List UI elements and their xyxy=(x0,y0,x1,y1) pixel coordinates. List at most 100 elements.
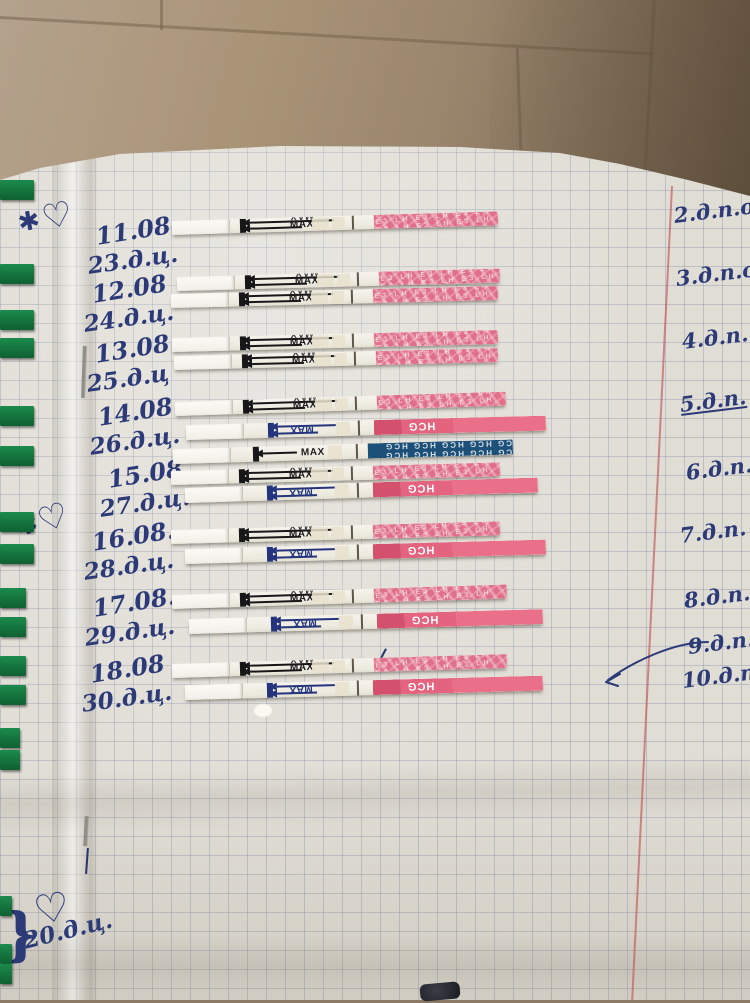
green-tab xyxy=(0,656,26,676)
hcg-label: HCG xyxy=(407,482,435,495)
test-window xyxy=(315,398,332,411)
test-window xyxy=(312,591,329,604)
handle-solid xyxy=(453,478,538,496)
green-tab xyxy=(0,728,20,748)
margin-line xyxy=(631,186,673,1003)
strip-tip xyxy=(171,469,229,485)
test-window xyxy=(337,273,350,285)
handle-dark-block xyxy=(373,543,401,559)
strip-tip xyxy=(172,662,230,678)
green-tab xyxy=(0,964,12,984)
handle-solid xyxy=(454,416,546,433)
test-window xyxy=(336,422,350,435)
junction-line xyxy=(351,466,353,480)
junction-line xyxy=(357,272,359,286)
hcg-label: HCG xyxy=(408,419,436,432)
green-tab xyxy=(0,944,12,964)
strip-tip xyxy=(174,355,232,370)
junction-line xyxy=(358,420,360,435)
strip-tip xyxy=(171,293,229,308)
handle-solid xyxy=(453,540,546,557)
green-tab xyxy=(0,896,12,916)
pen-clip xyxy=(419,981,460,1001)
strip-tip xyxy=(173,447,231,464)
junction-line xyxy=(352,216,354,230)
handle-dark-block xyxy=(377,613,405,629)
correction-spot xyxy=(254,704,272,717)
max-label: MAX xyxy=(290,424,314,436)
green-tab xyxy=(0,406,34,426)
handle-label-band: HCG xyxy=(401,480,453,497)
strip-tip xyxy=(171,528,229,544)
green-tab xyxy=(0,685,26,705)
junction-line xyxy=(352,589,354,603)
junction-line xyxy=(354,352,356,366)
strip-tip xyxy=(185,547,243,564)
test-window xyxy=(312,335,329,347)
test-window xyxy=(331,526,344,538)
test-window xyxy=(314,353,331,365)
test-window xyxy=(311,468,328,480)
strip-tip xyxy=(186,423,244,440)
strip-tip xyxy=(172,337,230,352)
handle-pattern-text: ЕЗ LH ЕЗ LH ЕЗ LH ЕЗ LH ЕЗ LH ЕЗ LH ЕЗ L… xyxy=(377,348,498,365)
green-tab xyxy=(0,310,34,330)
handle-dark-block xyxy=(374,419,402,435)
junction-line xyxy=(357,680,359,695)
test-window xyxy=(335,398,348,410)
hcg-label: HCG xyxy=(411,613,439,626)
green-tab xyxy=(0,512,34,532)
test-window xyxy=(332,591,345,603)
test-window xyxy=(331,467,344,479)
strip-tip xyxy=(177,275,235,291)
handle-solid xyxy=(457,609,543,626)
handle-label-band: HCG xyxy=(401,542,453,558)
strip-tip xyxy=(175,400,233,416)
green-tab xyxy=(0,338,34,358)
green-tab xyxy=(0,180,34,200)
strip-tip xyxy=(172,593,230,609)
handle-label-band: HCG xyxy=(402,418,454,434)
test-window xyxy=(328,445,342,458)
junction-line xyxy=(351,525,353,539)
junction-line xyxy=(357,483,359,498)
test-window xyxy=(311,291,328,303)
max-label: MAX xyxy=(301,447,325,459)
junction-line xyxy=(352,659,354,673)
handle-label-band: HCG xyxy=(405,612,457,628)
max-label: MAX xyxy=(289,486,313,498)
junction-line xyxy=(355,396,357,410)
test-window xyxy=(332,335,345,347)
strip-handle: ЕЗ LH ЕЗ LH ЕЗ LH ЕЗ LH ЕЗ LH ЕЗ LH ЕЗ L… xyxy=(376,348,498,365)
arrow-icon xyxy=(263,452,297,455)
test-window xyxy=(332,660,345,672)
junction-line xyxy=(357,544,359,559)
test-window xyxy=(335,682,349,695)
strip-tip xyxy=(189,617,247,634)
green-tab xyxy=(0,588,26,608)
strip-tip xyxy=(172,219,230,235)
green-tab xyxy=(0,264,34,284)
hcg-label: HCG xyxy=(407,679,435,692)
handle-solid xyxy=(453,676,543,693)
junction-line xyxy=(356,444,358,459)
test-window xyxy=(317,274,334,286)
page-crease xyxy=(0,755,750,835)
tile-grout-vertical xyxy=(160,0,163,30)
test-window xyxy=(335,546,349,559)
test-window xyxy=(335,484,349,497)
max-label: MAX xyxy=(289,684,313,696)
max-label: MAX xyxy=(293,617,317,629)
test-window xyxy=(311,527,328,539)
green-tab xyxy=(0,617,26,637)
test-window xyxy=(332,217,345,229)
junction-line xyxy=(352,334,354,348)
strip-tip xyxy=(185,486,243,503)
strip-tip xyxy=(185,683,243,700)
handle-dark-block xyxy=(373,482,401,498)
hcg-label: HCG xyxy=(407,543,435,556)
green-tab xyxy=(0,750,20,770)
junction-line xyxy=(351,290,353,304)
test-window xyxy=(312,217,329,229)
